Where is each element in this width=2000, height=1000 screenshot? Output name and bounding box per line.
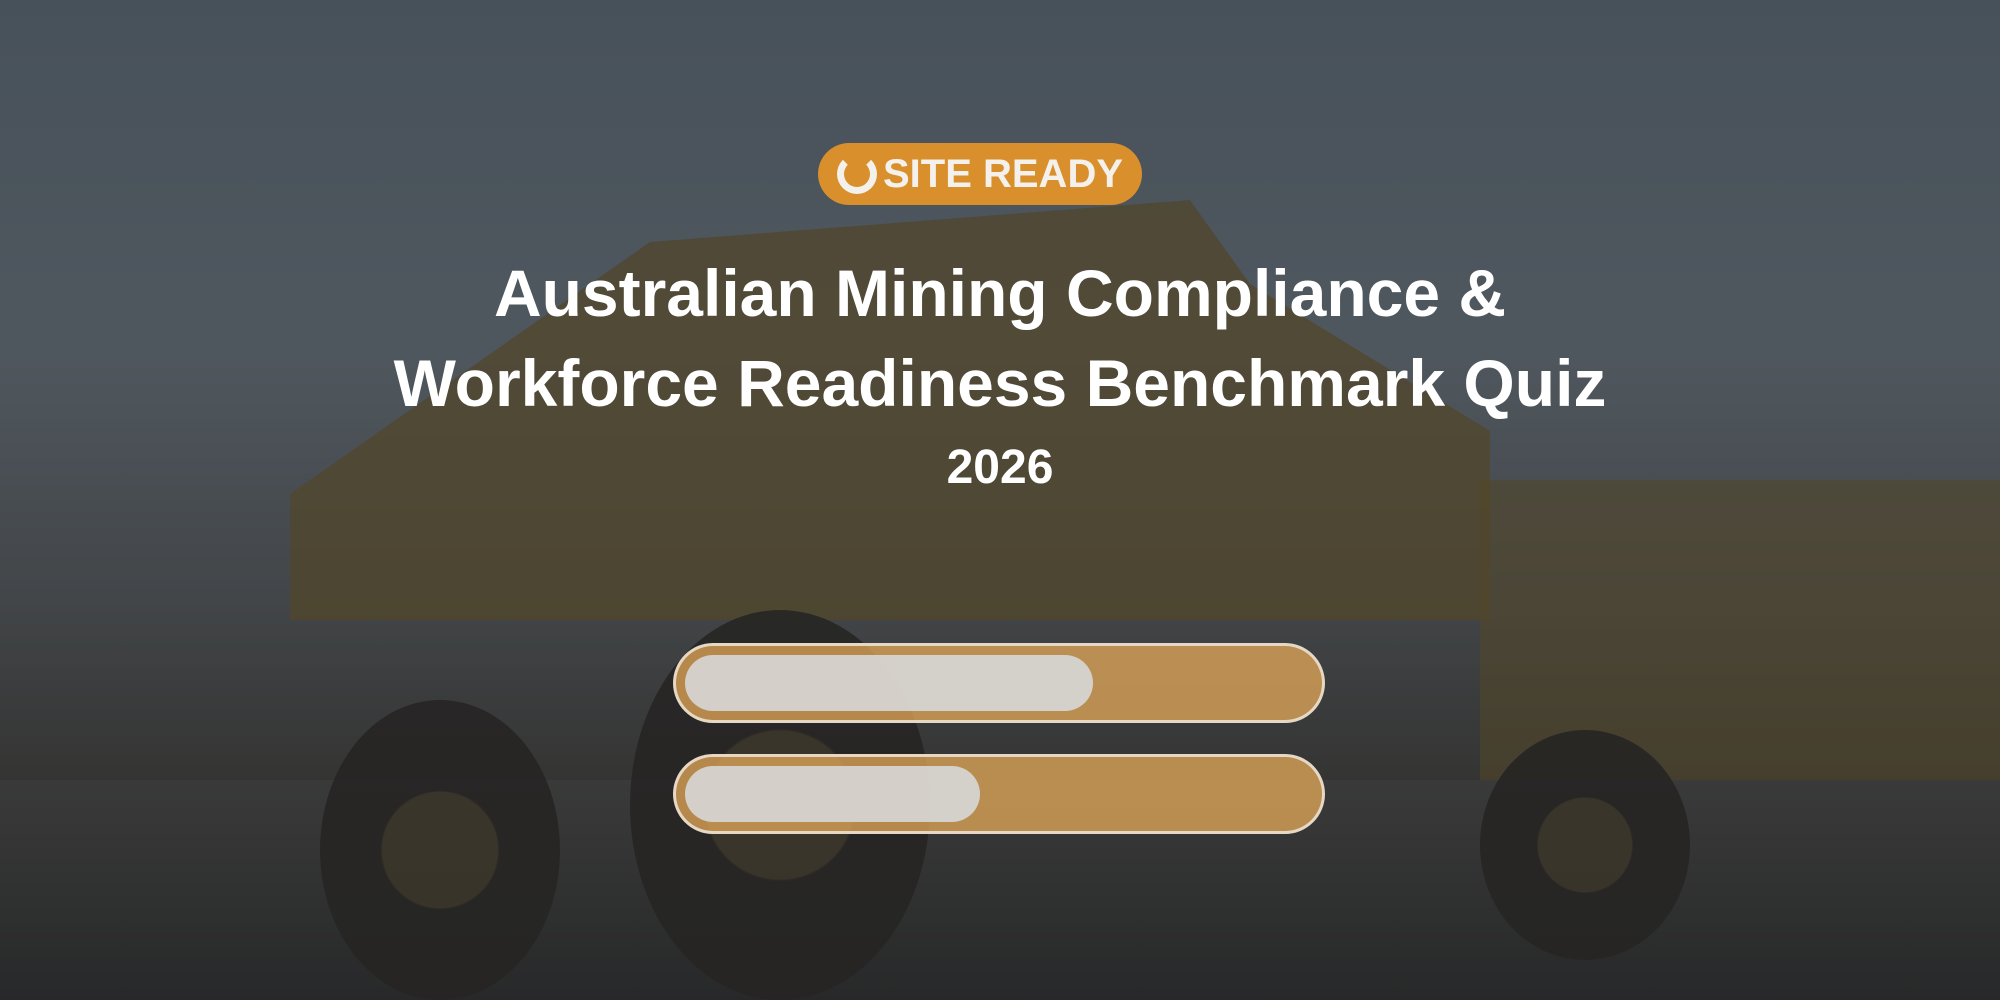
page-title: Australian Mining Compliance & Workforce… [0, 248, 2000, 428]
logo-text: SITE READY [882, 151, 1124, 196]
loading-button-1[interactable] [673, 643, 1325, 723]
site-ready-logo: SITE READY [818, 143, 1142, 205]
title-line-1: Australian Mining Compliance & [493, 256, 1507, 330]
tire [1480, 730, 1690, 960]
site-ready-logo-icon [836, 154, 877, 194]
title-line-2: Workforce Readiness Benchmark Quiz [393, 346, 1607, 420]
loading-skeleton-fill [685, 655, 1094, 711]
loading-button-2[interactable] [673, 754, 1325, 834]
loading-skeleton-fill [685, 766, 981, 822]
tire [320, 700, 560, 1000]
title-year: 2026 [946, 441, 1054, 494]
